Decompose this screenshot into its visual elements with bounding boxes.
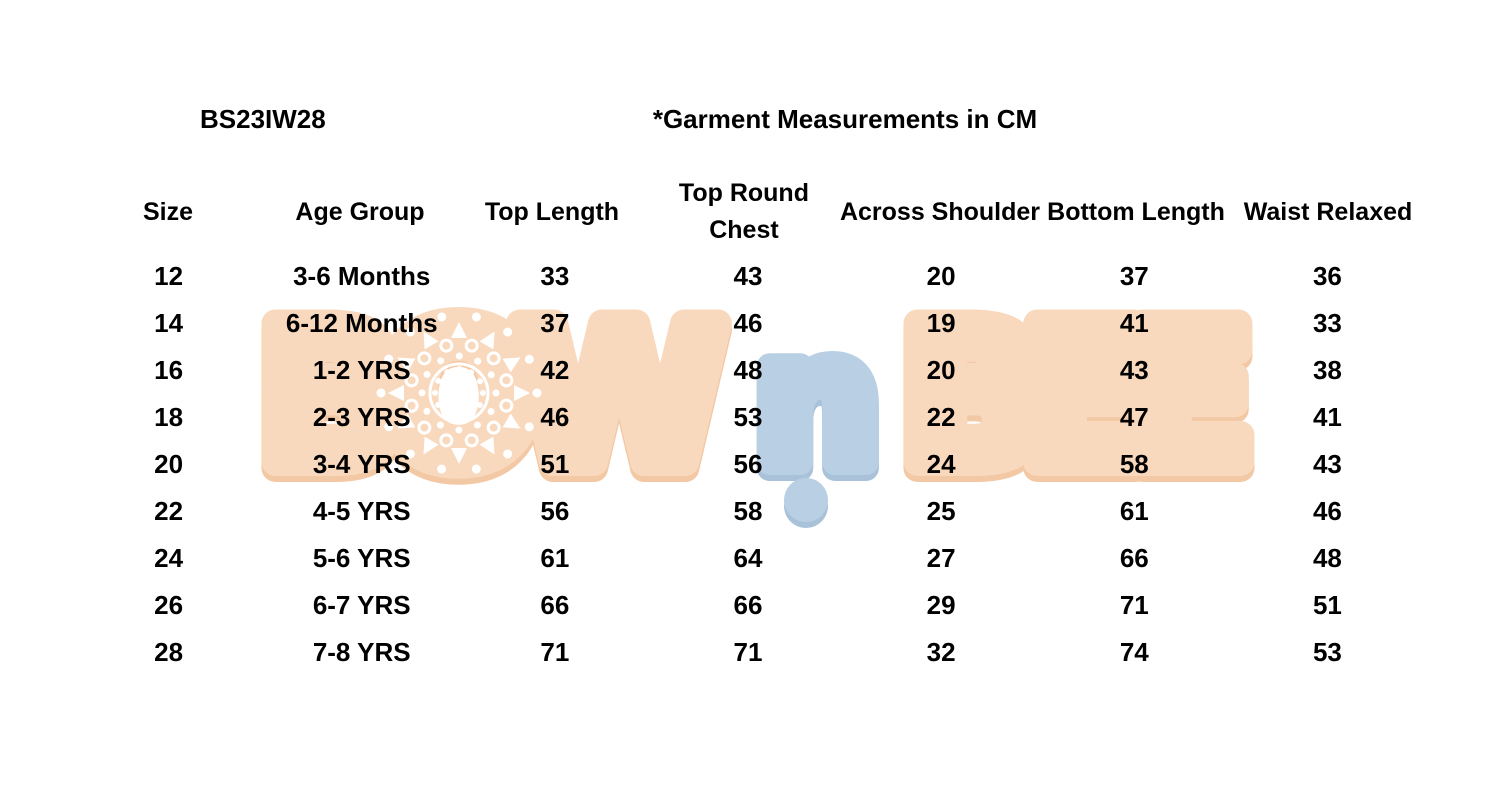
table-cell: 71 [733,637,763,667]
table-cell: 33 [1312,308,1342,338]
watermark-text-n-shadow: n [755,307,880,510]
table-row: 14 6-12 Months 37 46 19 41 33 [72,300,1424,347]
table-cell: 58 [733,496,763,526]
table-cell: 47 [1119,402,1149,432]
table-cell: 41 [1119,308,1149,338]
table-row: 28 7-8 YRS 71 71 32 74 53 [72,629,1424,676]
table-cell: 1-2 YRS [312,355,411,385]
table-cell: 25 [926,496,956,526]
table-cell: 24 [154,543,184,573]
table-row: 20 3-4 YRS 51 56 24 58 43 [72,441,1424,488]
table-cell: 37 [540,308,570,338]
table-row: 24 5-6 YRS 61 64 27 66 48 [72,535,1424,582]
table-cell: 33 [540,261,570,291]
table-cell: 20 [926,355,956,385]
watermark-text-bow: BOW [258,286,718,507]
table-cell: 66 [1119,543,1149,573]
table-cell: 37 [1119,261,1149,291]
table-cell: 51 [1312,590,1342,620]
table-cell: 48 [733,355,763,385]
table-cell: 74 [1119,637,1149,667]
table-cell: 46 [733,308,763,338]
table-cell: 28 [154,637,184,667]
table-cell: 41 [1312,402,1342,432]
table-cell: 66 [540,590,570,620]
table-cell: 61 [540,543,570,573]
table-cell: 27 [926,543,956,573]
table-body: 12 3-6 Months 33 43 20 37 36 14 6-12 Months 37 46 1… [72,253,1424,676]
watermark-text-bee-shadow: BEE [900,292,1241,513]
n-dot [784,478,828,522]
table-cell: 66 [733,590,763,620]
table-cell: 48 [1312,543,1342,573]
column-header: Top Round Chest [678,179,809,244]
table-cell: 38 [1312,355,1342,385]
table-cell: 20 [926,261,956,291]
table-cell: 51 [540,449,570,479]
table-cell: 4-5 YRS [312,496,411,526]
table-cell: 58 [1119,449,1149,479]
table-cell: 24 [926,449,956,479]
table-cell: 12 [154,261,184,291]
table-cell: 36 [1312,261,1342,291]
measurements-title: *Garment Measurements in CM [652,104,1038,134]
mandala-medallion-icon [376,310,542,476]
table-cell: 56 [733,449,763,479]
table-row: 22 4-5 YRS 56 58 25 61 46 [72,488,1424,535]
column-header: Across Shoulder [839,197,1041,226]
table-cell: 26 [154,590,184,620]
table-cell: 20 [154,449,184,479]
table-cell: 46 [1312,496,1342,526]
table-cell: 46 [540,402,570,432]
watermark-wordmark: BOW n BEE BOW n BEE [244,272,1280,528]
column-header: Waist Relaxed [1243,197,1413,226]
table-cell: 5-6 YRS [312,543,411,573]
table-cell: 19 [926,308,956,338]
table-row: 16 1-2 YRS 42 48 20 43 38 [72,347,1424,394]
table-cell: 14 [154,308,184,338]
table-row: 12 3-6 Months 33 43 20 37 36 [72,253,1424,300]
column-header: Size [142,197,193,226]
table-cell: 22 [926,402,956,432]
table-cell: 3-6 Months [293,261,431,291]
table-row: 18 2-3 YRS 46 53 22 47 41 [72,394,1424,441]
size-chart-table: Size Age Group Top Length Top Round Chest Ac… [72,171,1424,676]
style-code: BS23IW28 [200,104,326,134]
table-cell: 43 [1119,355,1149,385]
table-cell: 53 [733,402,763,432]
table-cell: 43 [733,261,763,291]
watermark-text-n: n [755,301,880,504]
table-cell: 18 [154,402,184,432]
table-header-row: Size Age Group Top Length Top Round Chest Ac… [72,171,1424,253]
column-header: Bottom Length [1047,197,1225,226]
table-cell: 64 [733,543,763,573]
table-cell: 71 [1119,590,1149,620]
table-cell: 29 [926,590,956,620]
table-cell: 6-7 YRS [312,590,411,620]
table-cell: 61 [1119,496,1149,526]
table-cell: 22 [154,496,184,526]
table-cell: 7-8 YRS [312,637,411,667]
table-cell: 6-12 Months [285,308,438,338]
column-header: Top Length [484,197,620,226]
table-cell: 71 [540,637,570,667]
table-cell: 16 [154,355,184,385]
table-cell: 53 [1312,637,1342,667]
column-header: Age Group [295,197,425,226]
table-cell: 43 [1312,449,1342,479]
table-row: 26 6-7 YRS 66 66 29 71 51 [72,582,1424,629]
table-cell: 32 [926,637,956,667]
watermark-text-bee: BEE [900,286,1241,507]
table-cell: 56 [540,496,570,526]
table-cell: 3-4 YRS [312,449,411,479]
table-cell: 42 [540,355,570,385]
table-cell: 2-3 YRS [312,402,411,432]
